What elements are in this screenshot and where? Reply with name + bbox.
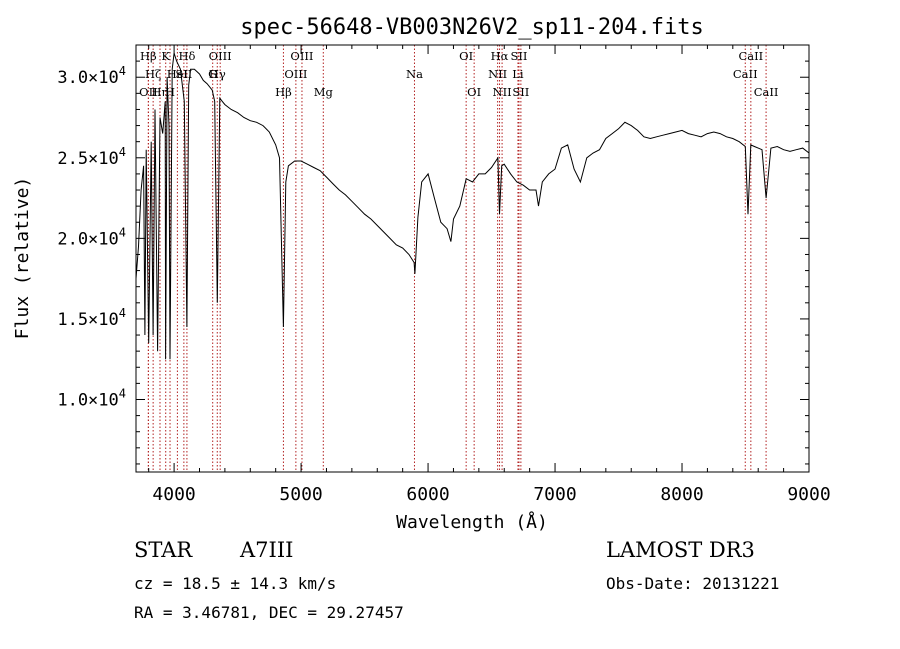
line-label: OIII [284, 67, 307, 81]
object-class: STAR [134, 538, 193, 562]
x-tick-label: 5000 [279, 484, 322, 505]
obs-date: Obs-Date: 20131221 [606, 574, 780, 593]
object-subclass: A7III [240, 538, 294, 562]
line-label: Hγ [209, 67, 226, 81]
line-markers [147, 45, 767, 472]
x-tick-label: 7000 [533, 484, 576, 505]
line-label: Hζ [145, 67, 161, 81]
y-tick-label: 2.5×104 [57, 145, 126, 169]
y-tick-label: 1.0×104 [57, 386, 126, 410]
survey-name: LAMOST DR3 [606, 538, 755, 562]
plot-frame [135, 44, 810, 473]
line-label: OI [459, 49, 473, 63]
line-label: Mg [314, 85, 334, 99]
line-label: G [208, 67, 217, 81]
y-axis-label: Flux (relative) [12, 177, 33, 340]
x-tick-label: 9000 [787, 484, 830, 505]
line-label: SII [175, 67, 192, 81]
line-label: OI [467, 85, 481, 99]
chart-title: spec-56648-VB003N26V2_sp11-204.fits [240, 15, 704, 40]
x-tick-label: 8000 [660, 484, 703, 505]
line-label: Hβ [275, 85, 292, 99]
y-axis: 1.0×104 1.5×104 2.0×104 2.5×104 3.0×104 [57, 60, 809, 465]
line-label: Na [406, 67, 423, 81]
line-label: CaII [733, 67, 758, 81]
x-tick-label: 6000 [406, 484, 449, 505]
line-label: CaII [738, 49, 763, 63]
spectrum-line [135, 52, 810, 360]
line-label: NII [488, 67, 507, 81]
x-tick-label: 4000 [152, 484, 195, 505]
line-label: SII [512, 85, 529, 99]
line-label: OIII [209, 49, 232, 63]
line-label: SII [510, 49, 527, 63]
line-label: Hη [152, 85, 169, 99]
y-tick-label: 3.0×104 [57, 64, 126, 88]
line-label: Hα [491, 49, 509, 63]
line-label: OIII [290, 49, 313, 63]
x-axis-label: Wavelength (Å) [396, 511, 548, 533]
coordinates-text: RA = 3.46781, DEC = 29.27457 [134, 603, 404, 622]
y-tick-label: 2.0×104 [57, 225, 126, 249]
line-label: Hδ [178, 49, 195, 63]
line-label: K [161, 49, 170, 63]
x-axis: 4000 5000 6000 7000 8000 9000 [148, 45, 831, 505]
line-label: H [165, 85, 175, 99]
line-label: Li [512, 67, 524, 81]
line-label: CaII [754, 85, 779, 99]
line-label: NII [493, 85, 512, 99]
redshift-text: cz = 18.5 ± 14.3 km/s [134, 574, 337, 593]
y-tick-label: 1.5×104 [57, 306, 126, 330]
line-label: Hβ [140, 49, 157, 63]
line-label: OII [139, 85, 158, 99]
